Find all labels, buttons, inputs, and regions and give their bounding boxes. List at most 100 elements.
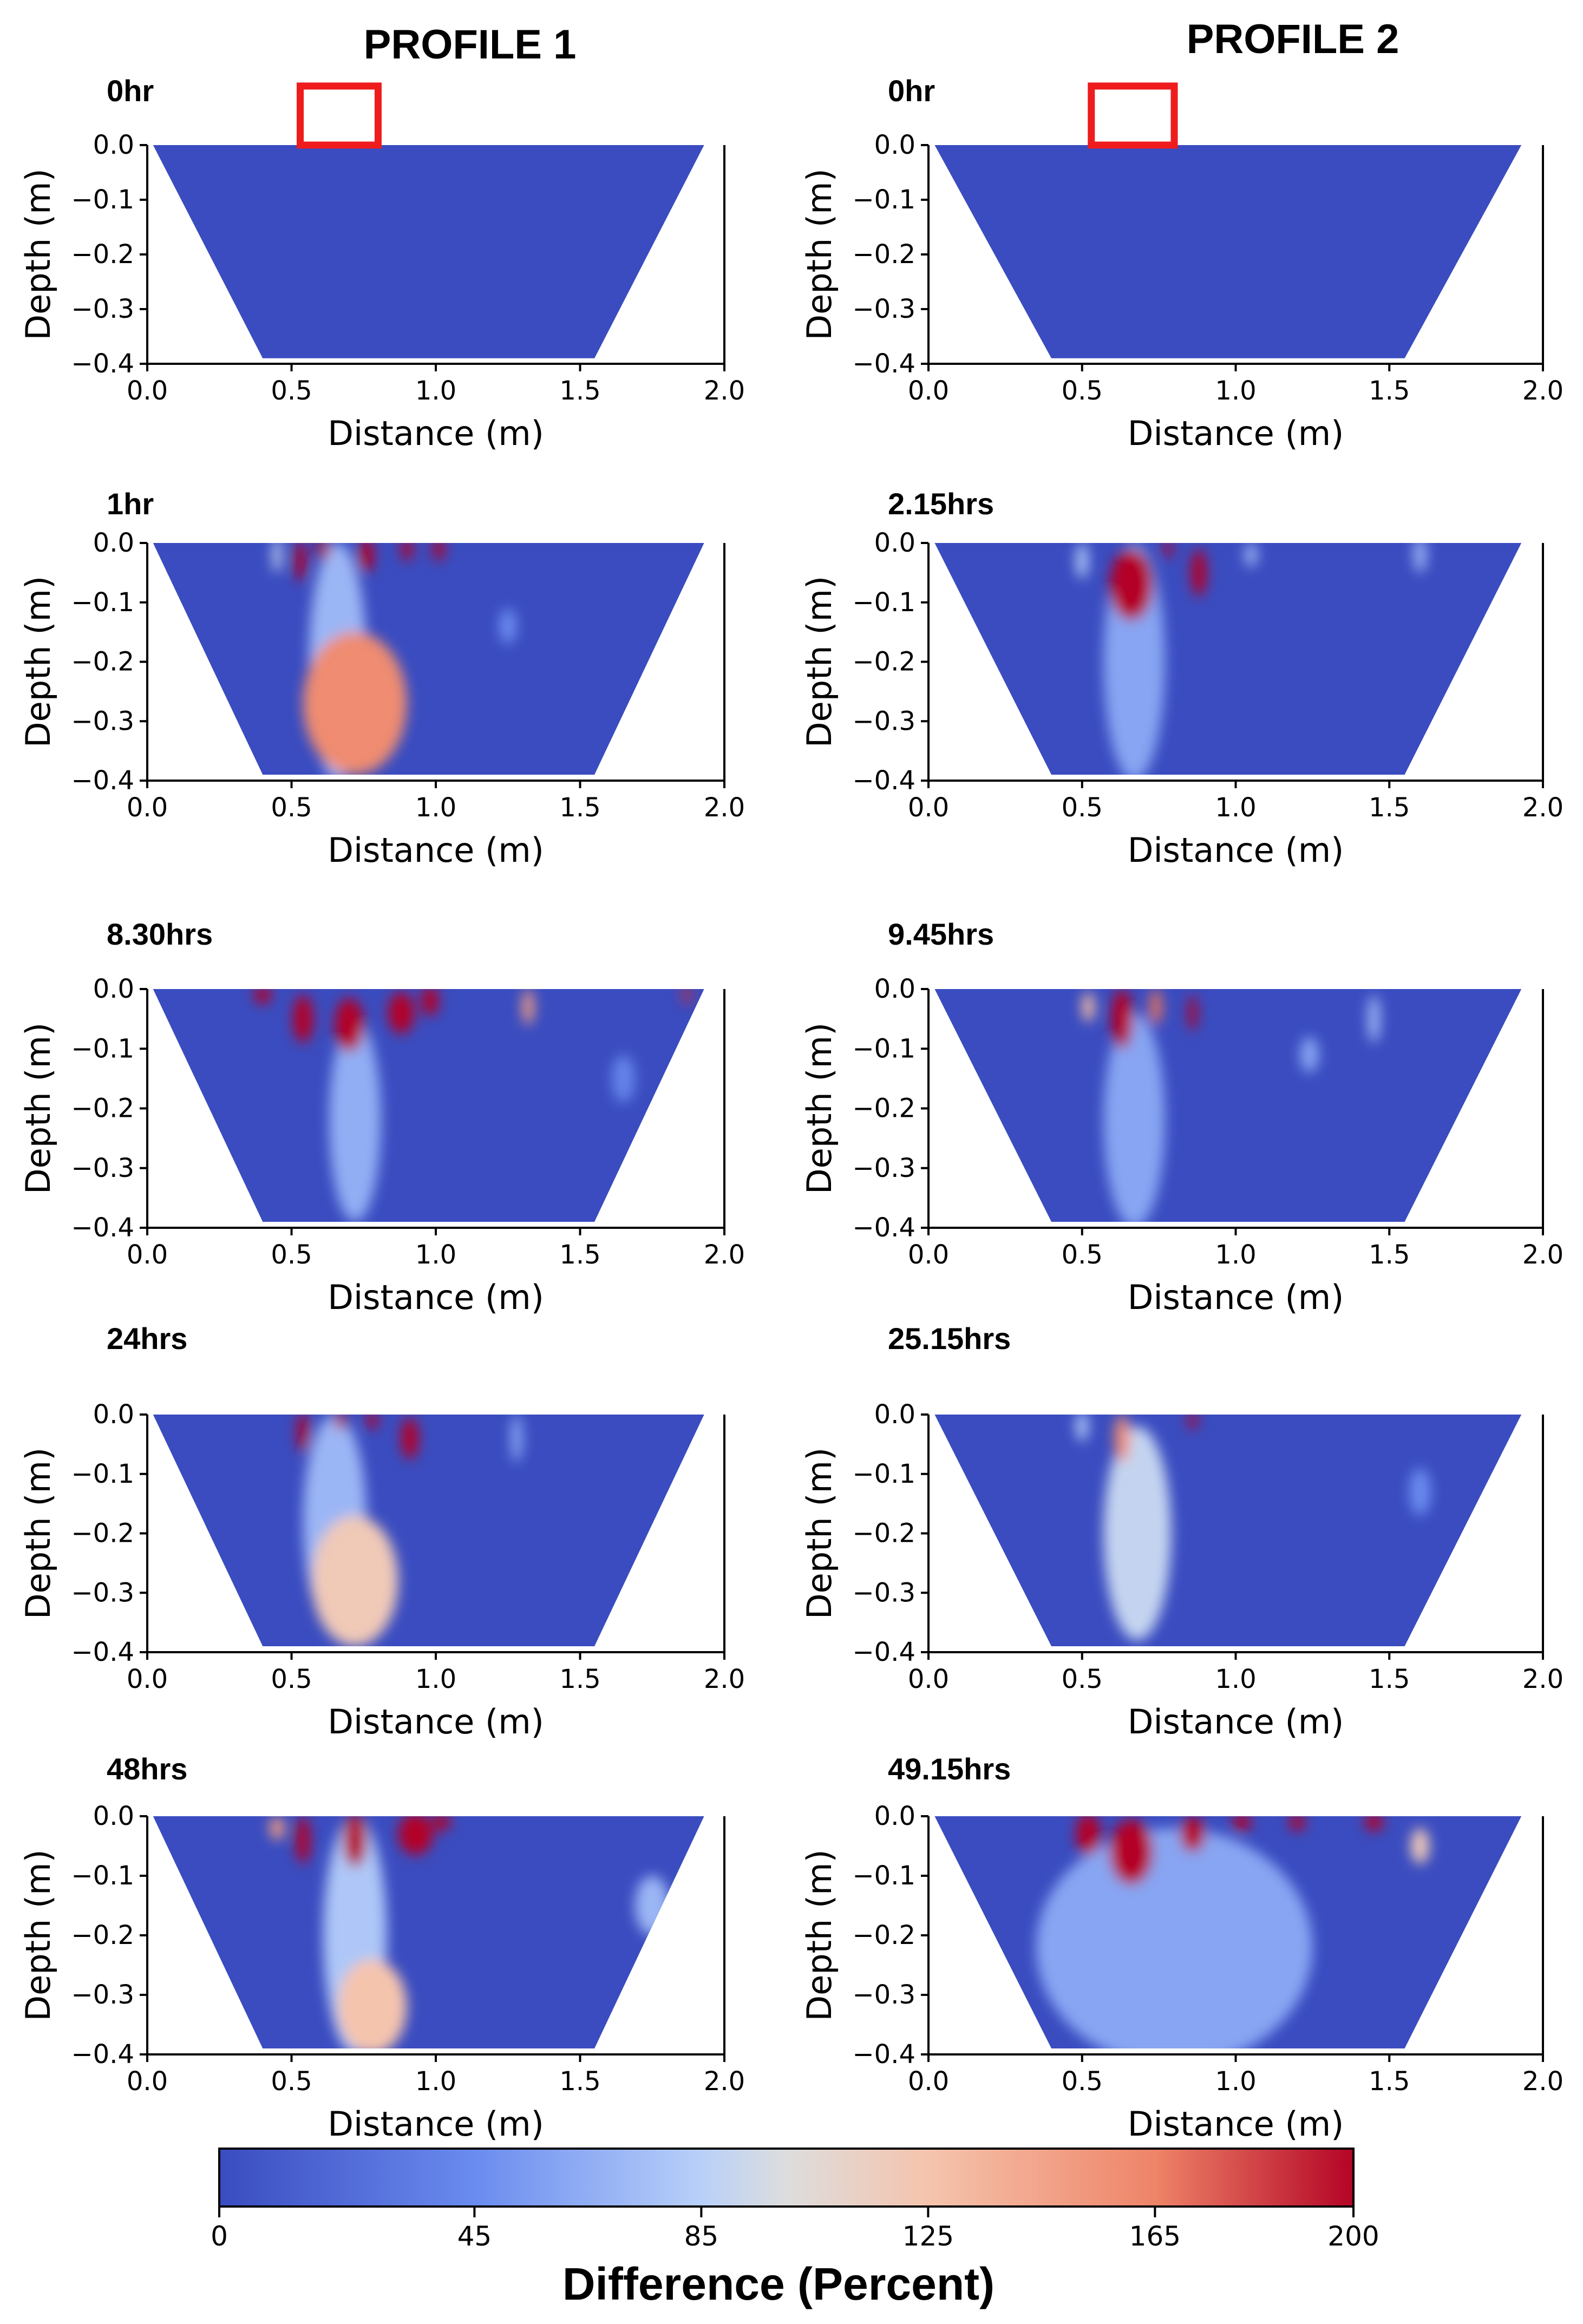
x-tick-label: 2.0 bbox=[1522, 1240, 1564, 1270]
panel-time-label: 2.15hrs bbox=[888, 487, 994, 521]
x-tick-label: 0.5 bbox=[1062, 2066, 1103, 2097]
x-tick-label: 0.5 bbox=[1062, 793, 1103, 823]
anomaly-blob bbox=[612, 1055, 635, 1103]
panel-time-label: 8.30hrs bbox=[107, 917, 213, 951]
y-tick-label: −0.1 bbox=[852, 1459, 915, 1489]
anomaly-blob bbox=[294, 543, 306, 582]
anomaly-blob bbox=[499, 608, 517, 644]
x-axis-label: Distance (m) bbox=[1128, 830, 1344, 870]
y-tick-label: −0.2 bbox=[71, 647, 134, 677]
anomaly-blob bbox=[335, 1415, 346, 1430]
y-tick-label: −0.4 bbox=[71, 1637, 134, 1667]
y-tick-label: −0.1 bbox=[852, 1861, 915, 1891]
section-background bbox=[153, 543, 704, 775]
panel-2-1: 2.15hrs 0.0 0.5 1.0 1.5 2.0 0.0 −0.1 −0.2 −0.3 −0.… bbox=[800, 487, 1564, 870]
anomaly-blob bbox=[1109, 1819, 1153, 1885]
panel-1-4: 48hrs 0.0 0.5 1.0 1.5 2.0 0.0 −0.1 −0.2 −0.3 −0.4 D… bbox=[18, 1752, 745, 2144]
x-axis-label: Distance (m) bbox=[1128, 1278, 1344, 1317]
section-image bbox=[153, 1816, 704, 2048]
x-tick-label: 0.5 bbox=[271, 1664, 312, 1694]
x-tick-label: 1.5 bbox=[1369, 2066, 1410, 2097]
y-tick-label: −0.3 bbox=[852, 294, 915, 324]
x-tick-label: 1.5 bbox=[559, 1664, 600, 1694]
anomaly-blob bbox=[293, 995, 313, 1043]
x-tick-label: 2.0 bbox=[1522, 2066, 1564, 2097]
x-tick-label: 1.5 bbox=[559, 376, 600, 406]
section-image bbox=[934, 1816, 1522, 2048]
y-axis-label: Depth (m) bbox=[18, 1023, 58, 1194]
y-tick-label: 0.0 bbox=[93, 1801, 134, 1831]
y-tick-label: −0.4 bbox=[852, 765, 915, 796]
panel-time-label: 48hrs bbox=[107, 1752, 187, 1786]
y-tick-label: 0.0 bbox=[93, 974, 134, 1004]
x-tick-label: 2.0 bbox=[704, 376, 745, 406]
anomaly-blob bbox=[433, 1816, 450, 1831]
y-tick-label: −0.2 bbox=[71, 1920, 134, 1950]
x-tick-label: 1.5 bbox=[1369, 376, 1410, 406]
y-axis-label: Depth (m) bbox=[800, 168, 839, 340]
x-tick-label: 2.0 bbox=[704, 793, 745, 823]
colorbar-tick-label: 45 bbox=[457, 2221, 492, 2252]
section-background bbox=[934, 1415, 1522, 1647]
x-tick-label: 2.0 bbox=[704, 1240, 745, 1270]
x-axis-label: Distance (m) bbox=[1128, 414, 1344, 453]
section-image bbox=[934, 543, 1522, 775]
y-tick-label: 0.0 bbox=[874, 1801, 915, 1831]
y-tick-label: −0.4 bbox=[71, 2039, 134, 2070]
anomaly-blob bbox=[272, 543, 282, 573]
y-tick-label: 0.0 bbox=[874, 1399, 915, 1430]
y-tick-label: −0.4 bbox=[71, 1213, 134, 1243]
x-tick-label: 1.0 bbox=[1215, 1240, 1256, 1270]
x-tick-label: 0.0 bbox=[908, 793, 949, 823]
panel-1-2: 8.30hrs 0.0 0.5 1.0 1.5 2.0 0.0 −0.1 −0.2 −0.3 −0.… bbox=[18, 917, 745, 1317]
anomaly-blob bbox=[1188, 995, 1198, 1031]
x-tick-label: 1.0 bbox=[1215, 2066, 1256, 2097]
x-tick-label: 1.0 bbox=[415, 793, 456, 823]
y-tick-label: −0.1 bbox=[71, 1459, 134, 1489]
anomaly-blob bbox=[421, 989, 439, 1016]
section-image bbox=[934, 145, 1522, 358]
anomaly-blob bbox=[270, 1816, 285, 1840]
y-tick-label: −0.4 bbox=[852, 2039, 915, 2070]
y-tick-label: 0.0 bbox=[874, 974, 915, 1004]
x-tick-label: 2.0 bbox=[704, 1664, 745, 1694]
y-tick-label: −0.2 bbox=[852, 1518, 915, 1549]
x-axis-label: Distance (m) bbox=[328, 1702, 544, 1742]
x-tick-label: 2.0 bbox=[1522, 1664, 1564, 1694]
y-tick-label: −0.3 bbox=[71, 1153, 134, 1183]
section-image bbox=[934, 989, 1522, 1222]
anomaly-blob bbox=[335, 998, 364, 1052]
profile-1-title: PROFILE 1 bbox=[364, 22, 577, 68]
panels-grid: 0hr 0.0 0.5 1.0 1.5 2.0 0.0 −0.1 −0.2 −0.3 −0.4 Dis… bbox=[18, 74, 1564, 2144]
y-tick-label: 0.0 bbox=[93, 1399, 134, 1430]
y-tick-label: −0.1 bbox=[71, 185, 134, 215]
anomaly-blob bbox=[433, 543, 444, 561]
y-tick-label: −0.3 bbox=[852, 1980, 915, 2010]
y-tick-label: −0.4 bbox=[852, 349, 915, 379]
y-tick-label: −0.2 bbox=[852, 647, 915, 677]
anomaly-blob bbox=[1245, 543, 1258, 567]
y-axis-label: Depth (m) bbox=[800, 1023, 839, 1194]
x-tick-label: 1.0 bbox=[1215, 1664, 1256, 1694]
anomaly-blob bbox=[1111, 989, 1133, 1049]
colorbar-tick-label: 125 bbox=[902, 2221, 954, 2252]
y-tick-label: −0.1 bbox=[71, 587, 134, 618]
x-tick-label: 0.0 bbox=[127, 2066, 168, 2097]
colorbar-tick-label: 0 bbox=[211, 2221, 228, 2252]
x-axis-label: Distance (m) bbox=[328, 830, 544, 870]
section-image bbox=[153, 1415, 704, 1647]
x-tick-label: 1.0 bbox=[415, 376, 456, 406]
y-tick-label: 0.0 bbox=[874, 130, 915, 160]
anomaly-blob bbox=[1114, 1415, 1130, 1462]
anomaly-blob bbox=[1414, 543, 1427, 573]
y-axis-label: Depth (m) bbox=[18, 576, 58, 748]
y-tick-label: −0.1 bbox=[852, 587, 915, 618]
x-tick-label: 1.0 bbox=[415, 2066, 456, 2097]
y-tick-label: 0.0 bbox=[93, 528, 134, 558]
anomaly-blob bbox=[1180, 1816, 1205, 1852]
y-tick-label: −0.2 bbox=[852, 239, 915, 270]
section-image bbox=[153, 145, 704, 358]
y-tick-label: 0.0 bbox=[93, 130, 134, 160]
x-tick-label: 1.5 bbox=[1369, 1664, 1410, 1694]
